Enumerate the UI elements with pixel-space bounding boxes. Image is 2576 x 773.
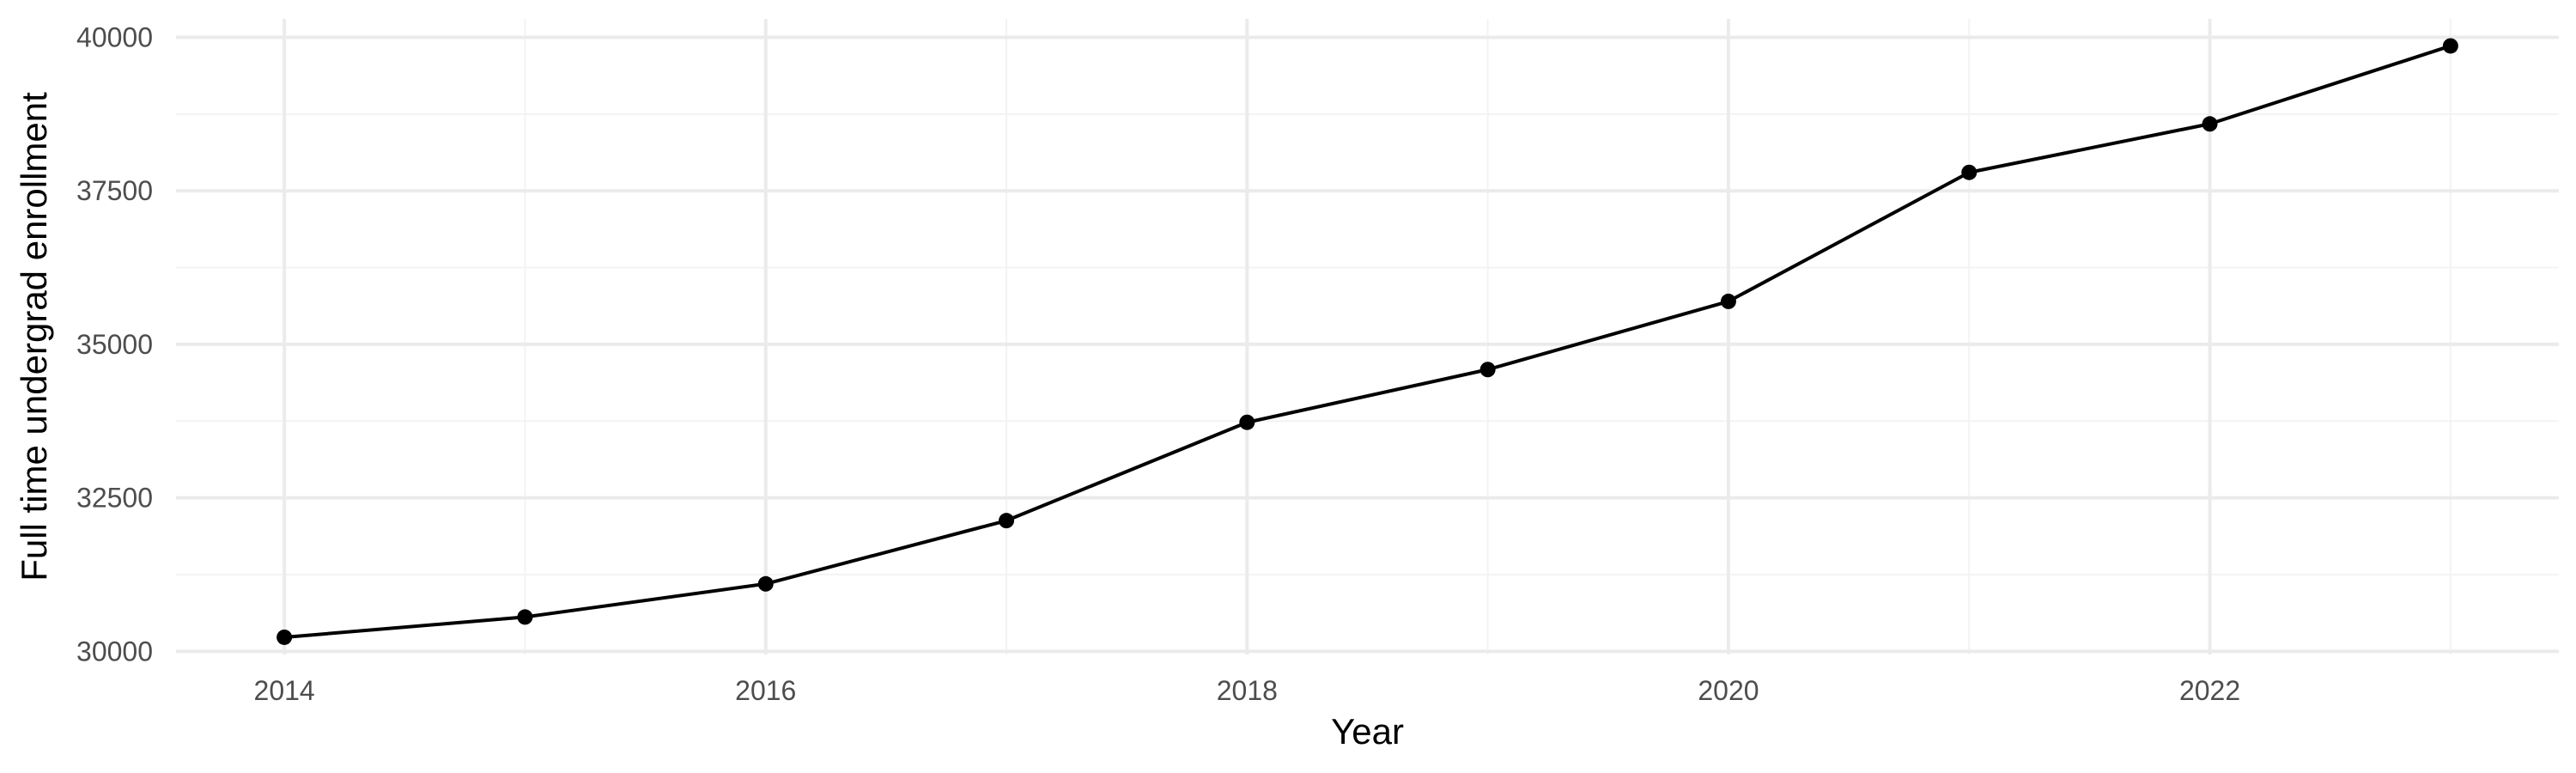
line-layer (283, 44, 2452, 639)
data-point (1961, 164, 1978, 180)
x-tick-label: 2018 (1217, 675, 1278, 706)
data-point (276, 629, 293, 645)
data-point (1239, 414, 1255, 430)
x-tick-label: 2020 (1698, 675, 1759, 706)
y-tick-label: 40000 (76, 21, 153, 52)
x-tick-label: 2022 (2179, 675, 2240, 706)
y-axis-title: Full time undergrad enrollment (14, 92, 54, 581)
y-tick-layer: 30000 32500 35000 37500 40000 (76, 21, 153, 666)
data-point (2442, 38, 2458, 54)
point-layer (276, 38, 2458, 645)
data-point (2202, 116, 2218, 132)
y-tick-label: 30000 (76, 636, 153, 666)
y-tick-label: 37500 (76, 175, 153, 206)
data-point (1720, 293, 1736, 309)
x-axis-title: Year (1331, 711, 1404, 752)
x-tick-label: 2014 (254, 675, 315, 706)
data-point (757, 575, 774, 592)
y-tick-label: 35000 (76, 329, 153, 360)
data-point (1479, 362, 1496, 378)
y-tick-label: 32500 (76, 483, 153, 514)
x-tick-layer: 2014 2016 2018 2020 2022 (254, 675, 2241, 706)
x-tick-label: 2016 (735, 675, 796, 706)
series-line (283, 44, 2452, 639)
grid-layer (176, 19, 2559, 654)
data-point (999, 513, 1015, 529)
data-point (517, 609, 533, 625)
